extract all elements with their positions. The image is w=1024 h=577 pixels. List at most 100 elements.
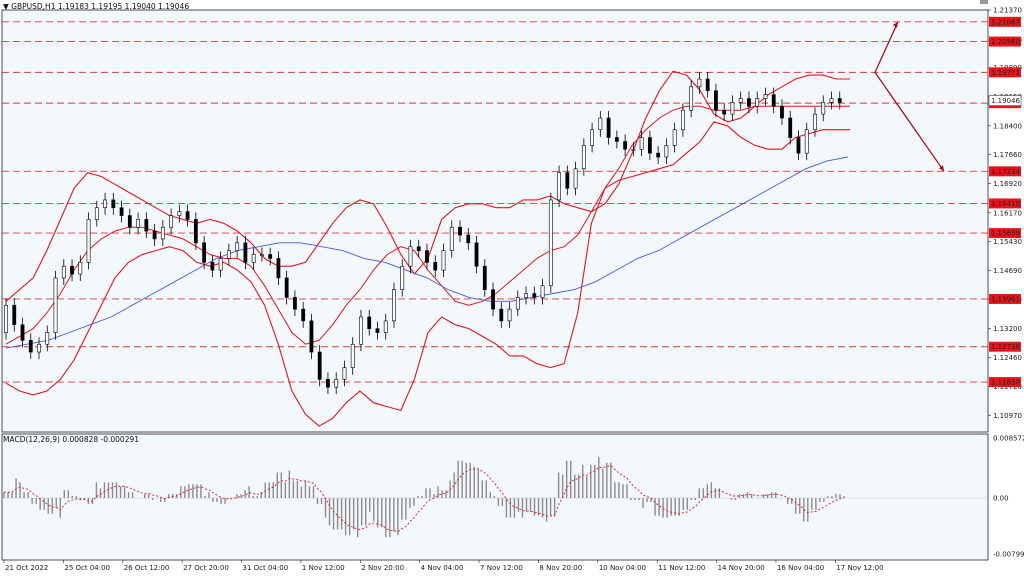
y-tick-label: 1.13200 — [993, 325, 1022, 333]
candle-body — [664, 145, 669, 158]
candle-body — [837, 98, 842, 103]
level-price-label: 1.11830 — [991, 379, 1020, 387]
dropdown-arrow-icon: ▼ — [3, 2, 9, 11]
forecast-down-arrow — [874, 71, 945, 172]
candle-body — [689, 86, 694, 111]
arrow-head-up-icon — [893, 21, 898, 28]
candle-body — [53, 277, 58, 333]
candle-body — [284, 277, 289, 298]
x-tick-label: 26 Oct 12:00 — [124, 564, 170, 572]
candle-body — [12, 304, 17, 326]
candle-body — [334, 379, 339, 388]
level-price-label: 1.17234 — [991, 168, 1020, 176]
candle-body — [4, 304, 8, 333]
candle-body — [268, 254, 273, 259]
level-price-tag — [989, 377, 1021, 388]
candle-body — [623, 141, 628, 150]
candle-body — [20, 324, 25, 341]
candle-body — [144, 219, 149, 232]
bollinger-lower-band — [5, 121, 850, 427]
level-price-tag — [989, 228, 1021, 239]
candle-body — [722, 109, 727, 115]
x-tick-label: 16 Nov 04:00 — [777, 564, 824, 572]
level-price-tag — [989, 67, 1021, 78]
y-tick-label: 1.15430 — [993, 238, 1022, 246]
candle-body — [557, 172, 561, 201]
level-price-label: 1.12736 — [991, 343, 1020, 351]
y-tick-label: 1.18400 — [993, 122, 1022, 130]
candle-body — [681, 109, 685, 131]
candle-body — [804, 129, 809, 154]
candle-body — [78, 262, 83, 275]
candle-body — [581, 145, 586, 170]
candle-body — [491, 289, 495, 310]
candle-body — [103, 199, 107, 209]
candle-body — [70, 265, 74, 275]
candle-body — [28, 340, 33, 353]
symbol-label: GBPUSD,H1 — [11, 2, 56, 11]
macd-indicator-label: MACD(12,26,9) 0.000828 -0.000291 — [3, 435, 140, 444]
candle-body — [400, 265, 405, 290]
candle-body — [788, 117, 793, 138]
candle-body — [45, 332, 50, 345]
candle-body — [226, 250, 231, 259]
candle-body — [829, 98, 834, 103]
x-tick-label: 11 Nov 12:00 — [658, 564, 705, 572]
candle-body — [61, 265, 66, 279]
candle-body — [507, 308, 512, 322]
candle-body — [152, 230, 157, 240]
candle-body — [169, 215, 173, 228]
candle-body — [631, 148, 636, 151]
x-tick-label: 31 Oct 04:00 — [243, 564, 289, 572]
candle-body — [408, 246, 413, 267]
forecast-up-arrow — [874, 21, 899, 73]
current-price-tag — [988, 95, 1022, 106]
candle-body — [606, 117, 611, 138]
candle-body — [367, 316, 372, 329]
level-price-label: 1.16410 — [991, 200, 1020, 208]
level-price-label: 1.19771 — [991, 69, 1020, 77]
candle-body — [466, 234, 471, 244]
candle-body — [177, 211, 182, 216]
candle-body — [86, 219, 91, 263]
candle-body — [573, 168, 578, 189]
x-tick-label: 2 Nov 20:00 — [361, 564, 404, 572]
macd-y-tick-label: 0.008572 — [993, 435, 1024, 443]
candle-body — [441, 250, 446, 271]
candle-body — [755, 98, 760, 107]
symbol-dropdown[interactable]: ▼ GBPUSD,H1 1.19183 1.19195 1.19040 1.19… — [3, 2, 189, 11]
level-price-tag — [989, 341, 1021, 352]
candle-body — [342, 367, 347, 380]
x-tick-label: 17 Nov 12:00 — [836, 564, 883, 572]
candle-body — [317, 351, 322, 380]
candle-body — [37, 343, 41, 353]
arrow-head-down-icon — [939, 165, 944, 172]
candle-body — [499, 308, 504, 322]
candle-body — [111, 199, 116, 209]
candle-body — [647, 137, 652, 154]
candle-body — [383, 320, 388, 333]
candle-body — [251, 254, 256, 263]
candle-body — [210, 262, 215, 271]
level-price-label: 1.15650 — [991, 230, 1020, 238]
candle-body — [771, 94, 776, 107]
y-tick-label: 1.10970 — [993, 412, 1022, 420]
x-tick-label: 27 Oct 20:00 — [183, 564, 229, 572]
candle-body — [565, 172, 570, 189]
candle-body — [482, 265, 487, 290]
ohlc-values: 1.19183 1.19195 1.19040 1.19046 — [57, 2, 190, 11]
current-price-label: 1.19046 — [991, 97, 1020, 105]
level-price-tag — [989, 16, 1021, 27]
level-price-label: 1.13961 — [991, 295, 1020, 303]
candle-body — [474, 242, 479, 267]
candle-body — [598, 117, 603, 131]
candle-body — [425, 250, 429, 263]
y-tick-label: 1.16920 — [993, 180, 1022, 188]
candle-body — [738, 98, 743, 103]
candle-body — [185, 211, 190, 220]
candle-body — [821, 102, 826, 115]
candle-body — [590, 129, 594, 146]
level-price-tag — [989, 198, 1021, 209]
x-tick-label: 1 Nov 12:00 — [302, 564, 345, 572]
